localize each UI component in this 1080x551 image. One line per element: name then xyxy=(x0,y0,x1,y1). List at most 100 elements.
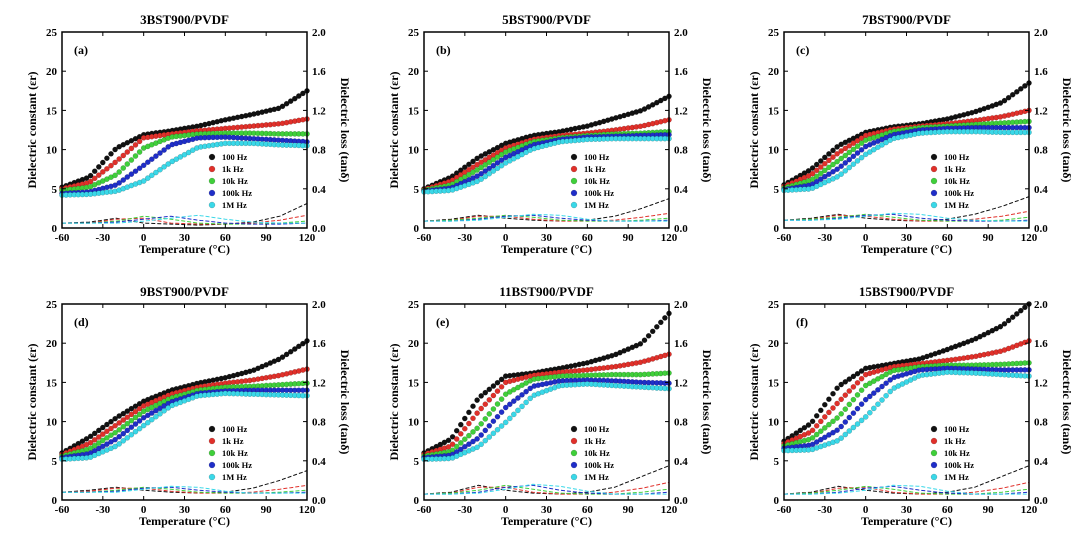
x-tick-label: 30 xyxy=(901,504,913,516)
data-point xyxy=(809,170,816,177)
data-point xyxy=(645,332,652,339)
data-point xyxy=(478,170,485,177)
data-point xyxy=(91,168,98,174)
legend-label: 1k Hz xyxy=(584,164,606,174)
data-point xyxy=(470,158,476,165)
data-point xyxy=(519,382,525,389)
data-point xyxy=(466,409,472,416)
data-point xyxy=(850,373,857,380)
y2-axis-label: Dielectric loss (tanδ) xyxy=(700,350,714,455)
y2-axis-label: Dielectric loss (tanδ) xyxy=(1060,350,1074,455)
series-1M-Hz xyxy=(421,381,672,463)
data-point xyxy=(805,422,812,428)
y2-tick-label: 1.6 xyxy=(312,66,326,78)
y-tick-label: 25 xyxy=(408,299,420,311)
legend: 100 Hz 1k Hz 10k Hz 100k Hz 1M Hz xyxy=(930,424,974,482)
data-point xyxy=(490,156,497,163)
legend-marker xyxy=(570,449,578,457)
loss-curve-100-Hz xyxy=(423,465,670,495)
y-tick-label: 5 xyxy=(52,456,58,468)
x-axis-label: Temperature (°C) xyxy=(139,242,230,256)
data-point xyxy=(136,425,143,432)
data-point xyxy=(498,151,505,158)
data-point xyxy=(486,434,493,440)
legend-label: 10k Hz xyxy=(584,176,610,186)
loss-curve-100-Hz xyxy=(423,198,670,222)
data-point xyxy=(87,433,94,440)
data-point xyxy=(124,149,131,155)
data-point xyxy=(527,385,534,392)
series-1k-Hz xyxy=(421,351,672,458)
y2-tick-label: 0.4 xyxy=(312,456,326,468)
data-point xyxy=(834,385,840,392)
y2-tick-label: 0.8 xyxy=(1034,417,1048,429)
data-point xyxy=(144,419,151,426)
data-point xyxy=(116,420,122,426)
data-point xyxy=(997,100,1004,106)
legend-label: 1k Hz xyxy=(222,436,244,446)
data-point xyxy=(523,380,529,386)
data-point xyxy=(275,356,282,363)
data-point xyxy=(112,146,118,153)
x-tick-label: 0 xyxy=(141,504,147,516)
x-tick-label: -60 xyxy=(417,232,432,244)
legend: 100 Hz 1k Hz 10k Hz 100k Hz 1M Hz xyxy=(570,152,614,210)
data-point xyxy=(100,159,106,166)
data-point xyxy=(809,418,816,425)
data-point xyxy=(486,165,493,172)
data-point xyxy=(482,437,489,444)
data-point xyxy=(818,170,824,177)
data-point xyxy=(124,408,131,414)
legend-label: 1M Hz xyxy=(584,200,609,210)
data-point xyxy=(842,419,849,425)
data-point xyxy=(100,169,106,175)
legend-label: 100k Hz xyxy=(584,188,614,198)
y-tick-label: 20 xyxy=(408,66,420,78)
x-axis-label: Temperature (°C) xyxy=(861,242,952,256)
legend-marker xyxy=(930,449,938,457)
data-point xyxy=(854,158,861,164)
chart-title: 5BST900/PVDF xyxy=(502,12,591,27)
y2-tick-label: 2.0 xyxy=(1034,299,1048,311)
data-point xyxy=(96,164,102,170)
data-point xyxy=(813,161,820,168)
data-point xyxy=(165,405,171,411)
data-point xyxy=(850,424,857,431)
y2-tick-label: 1.2 xyxy=(674,105,688,117)
data-point xyxy=(834,144,840,150)
data-point xyxy=(490,168,497,174)
y-tick-label: 20 xyxy=(46,338,58,350)
x-tick-label: 30 xyxy=(541,504,553,516)
y2-tick-label: 0.8 xyxy=(312,417,326,429)
data-point xyxy=(842,406,849,412)
legend-marker xyxy=(570,177,578,185)
y2-tick-label: 2.0 xyxy=(1034,27,1048,39)
data-point xyxy=(830,429,836,436)
data-point xyxy=(826,171,832,177)
data-point xyxy=(858,154,865,161)
data-point xyxy=(482,162,489,168)
data-point xyxy=(494,165,501,172)
data-point xyxy=(169,158,176,165)
data-point xyxy=(834,427,840,434)
legend-marker xyxy=(208,177,216,185)
data-point xyxy=(445,437,452,444)
x-tick-label: 30 xyxy=(179,232,191,244)
data-point xyxy=(846,149,853,156)
y-axis-label: Dielectric constant (εr) xyxy=(747,71,761,188)
data-point xyxy=(128,424,135,431)
data-point xyxy=(805,430,812,436)
data-point xyxy=(494,379,501,386)
data-point xyxy=(124,420,131,427)
data-point xyxy=(120,165,127,171)
data-point xyxy=(132,408,139,415)
data-point xyxy=(461,415,468,422)
data-point xyxy=(997,323,1004,330)
data-point xyxy=(478,441,485,448)
data-point xyxy=(494,401,501,407)
y2-tick-label: 0.8 xyxy=(1034,145,1048,157)
data-point xyxy=(474,161,480,168)
data-point xyxy=(453,443,460,450)
chart-panel-c: 7BST900/PVDF (c) -60 -30 0 30 60 90 120 0 5 10 15 20 2… xyxy=(747,12,1074,256)
